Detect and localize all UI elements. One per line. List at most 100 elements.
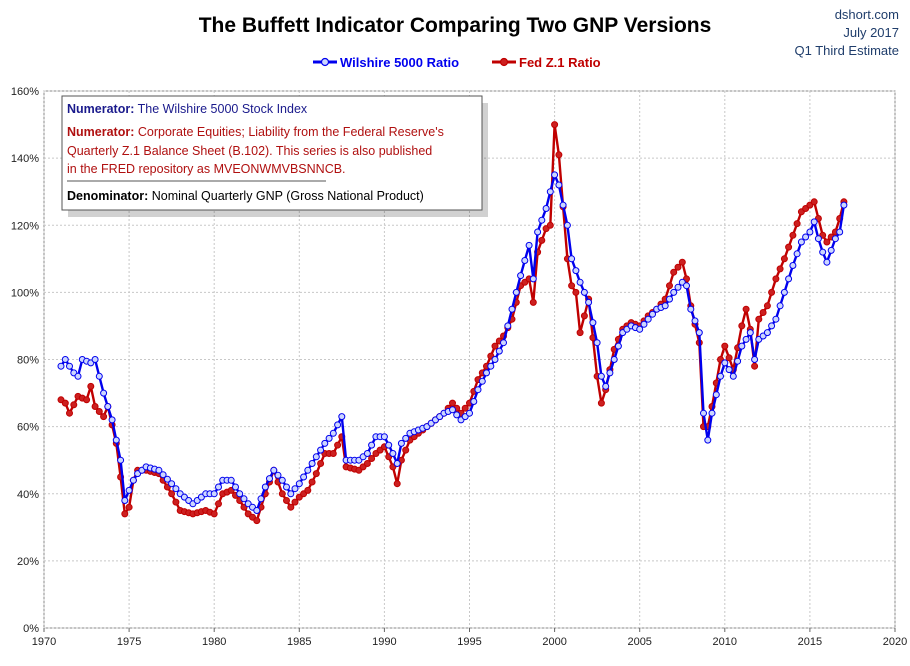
wilshire-point [478, 377, 486, 385]
source-site: dshort.com [835, 7, 899, 22]
wilshire-point [614, 342, 622, 350]
fed-z1-point [291, 498, 299, 506]
x-tick-label: 1970 [32, 636, 56, 648]
source-date: July 2017 [843, 25, 899, 40]
wilshire-point [819, 248, 827, 256]
wilshire-point [729, 372, 737, 380]
fed-z1-point [368, 455, 376, 462]
y-tick-label: 160% [11, 86, 39, 98]
wilshire-point [789, 262, 797, 269]
wilshire-point [287, 490, 295, 498]
fed-z1-point [572, 288, 580, 296]
wilshire-point [700, 409, 707, 417]
fed-z1-point [308, 478, 316, 486]
wilshire-point [321, 439, 329, 447]
x-tick-label: 1990 [372, 636, 396, 648]
wilshire-point [776, 302, 784, 310]
wilshire-point [666, 295, 673, 303]
fed-z1-point [491, 342, 499, 350]
wilshire-point [763, 329, 771, 337]
wilshire-point [261, 483, 269, 491]
wilshire-point [691, 317, 699, 325]
wilshire-point [508, 305, 516, 313]
wilshire-point [797, 238, 805, 246]
wilshire-point [385, 441, 393, 449]
wilshire-point [308, 460, 316, 467]
wilshire-point [163, 475, 171, 483]
wilshire-point [474, 386, 482, 394]
fed-z1-point [576, 329, 584, 337]
fed-z1-point [66, 409, 73, 417]
fed-z1-point [95, 408, 103, 415]
wilshire-point [802, 233, 810, 241]
wilshire-point [317, 446, 325, 454]
x-tick-label: 2000 [542, 636, 566, 648]
wilshire-point [551, 171, 559, 179]
wilshire-point [104, 403, 112, 410]
fed-z1-point [393, 480, 401, 488]
y-tick-label: 40% [17, 489, 39, 501]
fed-z1-point [121, 510, 129, 518]
wilshire-point [717, 372, 724, 380]
legend: Wilshire 5000 Ratio Fed Z.1 Ratio [313, 55, 601, 70]
wilshire-point [534, 228, 542, 236]
wilshire-point [168, 480, 176, 488]
fed-z1-point [738, 322, 746, 330]
x-tick-label: 1975 [117, 636, 141, 648]
x-axis-ticks: 1970 1975 1980 1985 1990 1995 2000 2005 2010 2015… [32, 628, 907, 648]
wilshire-point [227, 476, 235, 484]
wilshire-point [670, 288, 678, 296]
wilshire-point [559, 201, 567, 209]
wilshire-point [521, 257, 529, 264]
wilshire-point [334, 421, 342, 429]
wilshire-point [649, 310, 656, 318]
fed-z1-point [253, 517, 261, 525]
wilshire-point [742, 335, 750, 343]
fed-z1-point [551, 121, 559, 129]
wilshire-point [380, 433, 388, 441]
fed-z1-point [70, 401, 78, 409]
x-tick-label: 1985 [287, 636, 311, 648]
wilshire-point [712, 391, 720, 399]
wilshire-point [274, 471, 282, 479]
x-tick-label: 2010 [713, 636, 737, 648]
fed-z1-point [768, 288, 776, 296]
wilshire-point [780, 288, 788, 296]
wilshire-point [687, 305, 695, 313]
wilshire-point [772, 315, 780, 323]
fed-z1-point [751, 362, 759, 370]
wilshire-point [253, 507, 261, 514]
wilshire-point [636, 325, 644, 333]
wilshire-point [746, 329, 754, 337]
fed-z1-point [538, 236, 546, 244]
wilshire-point [814, 235, 822, 243]
wilshire-point [606, 369, 614, 377]
wilshire-point [270, 466, 278, 474]
wilshire-point [210, 490, 218, 498]
fed-z1-point [789, 231, 797, 239]
fed-z1-point [772, 275, 780, 283]
wilshire-point [806, 228, 814, 236]
annotation-line-4: in the FRED repository as MVEONWMVBSNNCB… [67, 162, 346, 176]
wilshire-point [538, 216, 546, 224]
fed-z1-point [555, 151, 563, 159]
wilshire-point [823, 258, 831, 266]
wilshire-point [580, 288, 588, 296]
wilshire-point [470, 398, 478, 405]
fed-z1-point [793, 220, 801, 228]
wilshire-point [117, 456, 125, 464]
fed-z1-point [759, 309, 767, 316]
wilshire-point [555, 181, 563, 189]
wilshire-point [593, 339, 601, 347]
wilshire-point [504, 322, 512, 330]
fed-z1-point [721, 342, 729, 350]
wilshire-point [125, 486, 133, 494]
wilshire-point [329, 429, 337, 437]
wilshire-point [840, 201, 848, 209]
wilshire-point [525, 241, 533, 249]
fed-z1-point [317, 460, 325, 467]
fed-z1-point [670, 268, 678, 276]
fed-z1-point [210, 510, 218, 518]
